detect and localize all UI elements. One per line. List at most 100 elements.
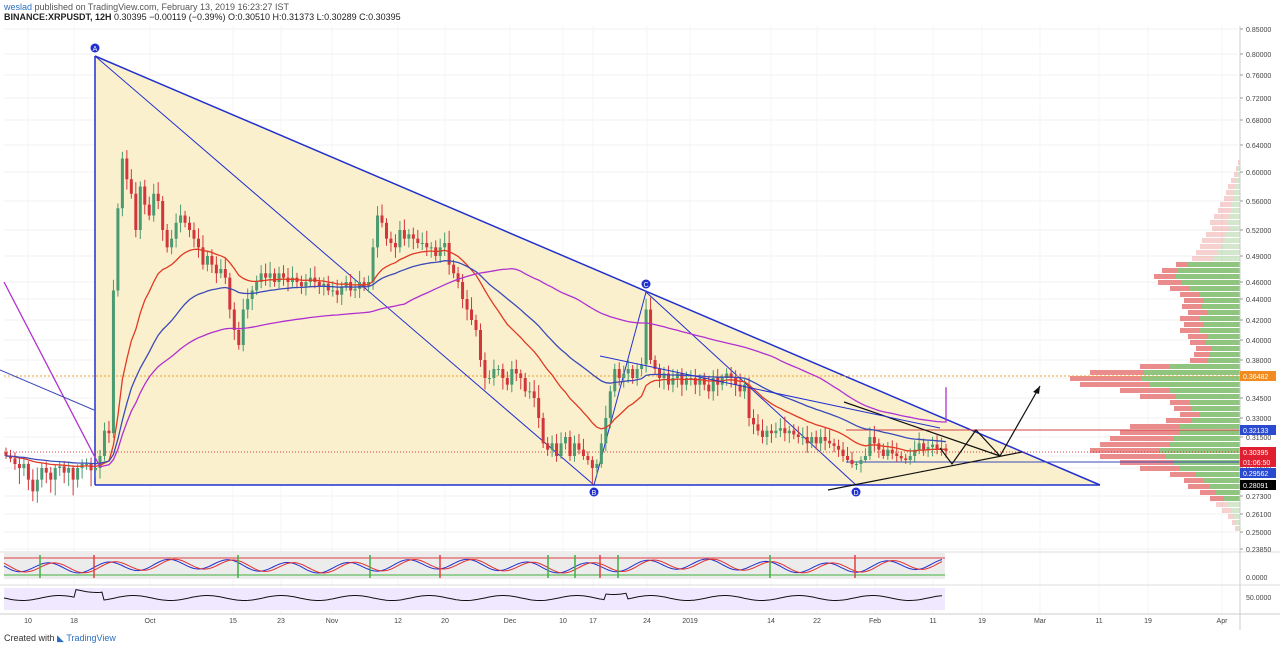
candle-body xyxy=(31,479,35,492)
candle-body xyxy=(165,230,169,248)
volume-profile-up-bar xyxy=(1200,316,1240,321)
resistance-trend-line xyxy=(843,401,1001,457)
ema-red-line xyxy=(5,248,947,468)
candle-body xyxy=(179,215,183,223)
volume-profile-up-bar xyxy=(1204,298,1240,303)
price-tick-label: 0.33000 xyxy=(1246,416,1271,423)
candle-body xyxy=(53,468,57,480)
volume-profile-down-bar xyxy=(1090,370,1144,375)
candle-body xyxy=(49,472,53,480)
time-tick-label: 19 xyxy=(1144,618,1152,625)
candle-body xyxy=(4,452,8,456)
candle-body xyxy=(282,273,286,278)
candle-body xyxy=(317,282,321,287)
candle-body xyxy=(935,444,939,450)
candle-body xyxy=(555,443,559,456)
candle-body xyxy=(635,369,639,378)
time-tick-label: 11 xyxy=(929,618,936,625)
candle-body xyxy=(304,282,308,287)
candle-body xyxy=(492,369,496,378)
volume-profile-down-bar xyxy=(1120,388,1170,393)
candle-body xyxy=(425,243,429,248)
volume-profile-down-bar xyxy=(1192,256,1214,261)
candle-body xyxy=(407,234,411,239)
candle-body xyxy=(89,464,93,471)
candle-body xyxy=(17,464,21,468)
candle-body xyxy=(465,299,469,310)
volume-profile-down-bar xyxy=(1162,268,1178,273)
price-tick-label: 0.60000 xyxy=(1246,170,1271,177)
candle-body xyxy=(854,464,858,465)
price-tick-label: 0.76000 xyxy=(1246,73,1271,80)
candle-body xyxy=(819,437,823,444)
candle-body xyxy=(774,430,778,434)
time-tick-label: 12 xyxy=(394,618,402,625)
price-tick-label: 0.80000 xyxy=(1246,52,1271,59)
volume-profile-down-bar xyxy=(1174,406,1192,411)
volume-profile-down-bar xyxy=(1130,424,1180,429)
candle-body xyxy=(376,215,380,248)
volume-profile-down-bar xyxy=(1184,298,1204,303)
candle-body xyxy=(456,273,460,282)
volume-profile-up-bar xyxy=(1234,190,1240,195)
volume-profile-down-bar xyxy=(1080,382,1150,387)
candle-body xyxy=(760,430,764,437)
ema-blue-line xyxy=(5,260,947,465)
price-label-box xyxy=(1240,468,1276,478)
volume-profile-down-bar xyxy=(1166,418,1192,423)
volume-profile-up-bar xyxy=(1160,448,1240,453)
indicator1-axis-label: 0.0000 xyxy=(1246,575,1268,582)
candle-body xyxy=(801,437,805,438)
candle-body xyxy=(640,364,644,369)
price-label-text: 0.29562 xyxy=(1243,471,1268,478)
candle-body xyxy=(595,464,599,468)
candle-body xyxy=(725,373,729,378)
candle-body xyxy=(850,460,854,464)
candle-body xyxy=(67,468,71,473)
candle-body xyxy=(389,238,393,243)
candle-body xyxy=(277,273,281,282)
price-tick-label: 0.31500 xyxy=(1246,435,1271,442)
candle-body xyxy=(398,230,402,248)
candle-body xyxy=(756,424,760,431)
time-tick-label: 22 xyxy=(813,618,821,625)
candle-body xyxy=(474,320,478,330)
candle-body xyxy=(147,204,151,216)
volume-profile-down-bar xyxy=(1188,484,1210,489)
candle-body xyxy=(895,453,899,456)
candle-body xyxy=(604,418,608,444)
volume-profile-down-bar xyxy=(1228,184,1235,189)
candle-body xyxy=(26,464,30,480)
candle-body xyxy=(671,378,675,385)
volume-profile-down-bar xyxy=(1194,352,1210,357)
volume-profile-down-bar xyxy=(1238,160,1239,165)
ohlc-values: O:0.30510 H:0.31373 L:0.30289 C:0.30395 xyxy=(228,12,401,22)
symbol-label: BINANCE:XRPUSDT, 12H xyxy=(4,12,112,22)
pattern-point-marker xyxy=(589,487,599,497)
volume-profile-up-bar xyxy=(1200,412,1240,417)
price-tick-label: 0.52000 xyxy=(1246,228,1271,235)
channel-line xyxy=(599,355,941,429)
candle-body xyxy=(13,458,17,464)
tradingview-brand[interactable]: TradingView xyxy=(66,633,116,643)
candle-body xyxy=(577,443,581,450)
price-tick-label: 0.44000 xyxy=(1246,297,1271,304)
candle-body xyxy=(98,456,102,468)
volume-profile-up-bar xyxy=(1208,334,1240,339)
volume-profile-down-bar xyxy=(1140,466,1180,471)
candle-body xyxy=(384,222,388,239)
candle-body xyxy=(505,378,509,385)
candle-body xyxy=(810,437,814,444)
candle-body xyxy=(917,443,921,450)
volume-profile-up-bar xyxy=(1230,214,1240,219)
price-label-box xyxy=(1240,371,1276,381)
candle-body xyxy=(828,440,832,444)
price-tick-label: 0.40000 xyxy=(1246,338,1271,345)
author-link[interactable]: weslad xyxy=(4,2,33,12)
candle-body xyxy=(161,201,165,230)
price-tick-label: 0.23850 xyxy=(1246,547,1271,554)
candle-body xyxy=(358,282,362,289)
candle-body xyxy=(841,449,845,456)
candle-body xyxy=(863,456,867,460)
